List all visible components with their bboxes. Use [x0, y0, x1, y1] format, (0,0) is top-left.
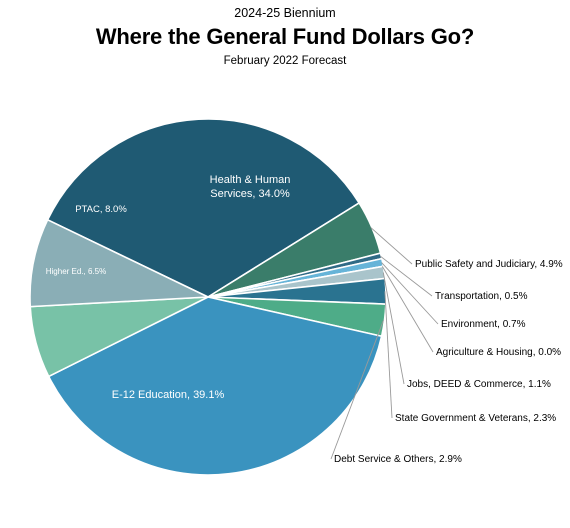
- slice-label-e-12-education: E-12 Education, 39.1%: [112, 389, 225, 401]
- leader-line-agriculture-housing: [381, 266, 434, 353]
- leader-line-debt-service-others: [330, 320, 384, 460]
- pie-slice-health-human-services: [46, 118, 360, 298]
- leader-lines: [330, 227, 439, 460]
- leader-line-environment: [381, 262, 439, 325]
- slice-label-debt-service-others: Debt Service & Others, 2.9%: [334, 454, 462, 465]
- pie-slices: [29, 118, 387, 476]
- slice-label-state-government-veterans: State Government & Veterans, 2.3%: [395, 413, 556, 424]
- leader-line-state-government-veterans: [384, 291, 393, 419]
- slice-label-environment: Environment, 0.7%: [441, 319, 526, 330]
- slice-label-transportation: Transportation, 0.5%: [435, 291, 528, 302]
- slice-label-jobs-deed-commerce: Jobs, DEED & Commerce, 1.1%: [407, 379, 551, 390]
- leader-line-public-safety-and-judiciary: [370, 227, 413, 265]
- leader-line-jobs-deed-commerce: [382, 272, 405, 385]
- pie-slice-e-12-education: [47, 296, 383, 476]
- leader-line-transportation: [379, 255, 433, 297]
- slice-label-agriculture-housing: Agriculture & Housing, 0.0%: [436, 347, 561, 358]
- slice-label-ptac: PTAC, 8.0%: [75, 204, 127, 215]
- chart-subtitle: February 2022 Forecast: [223, 55, 347, 67]
- chart-supertitle: 2024-25 Biennium: [234, 6, 336, 20]
- slice-label-higher-ed: Higher Ed., 6.5%: [46, 267, 106, 276]
- slice-label-public-safety-and-judiciary: Public Safety and Judiciary, 4.9%: [415, 259, 563, 270]
- slice-label-health-human-services: Health & Human Services, 34.0%: [210, 174, 291, 200]
- pie-slice-ptac: [29, 219, 209, 308]
- slice-labels: Health & Human Services, 34.0% Public Safe…: [46, 174, 563, 465]
- chart-title: Where the General Fund Dollars Go?: [95, 24, 475, 49]
